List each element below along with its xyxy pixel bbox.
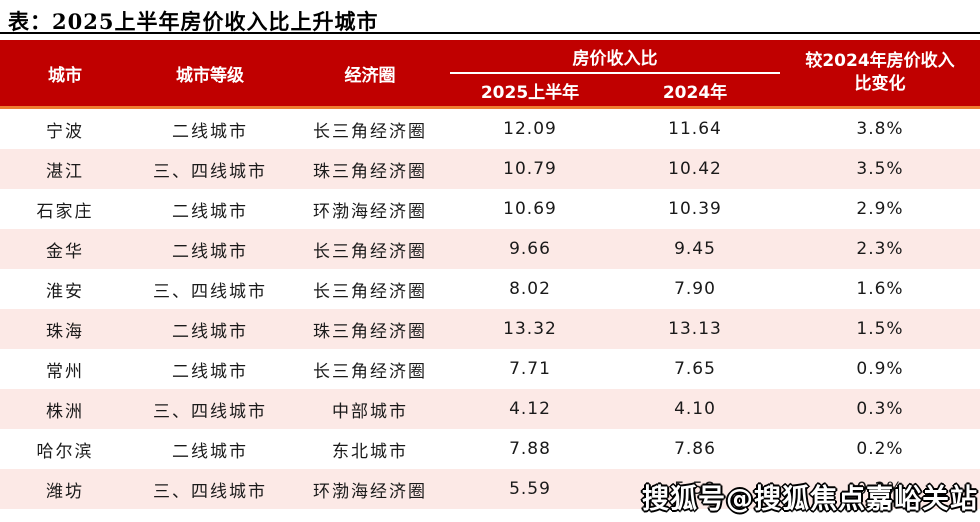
- col-header-circle: 经济圈: [344, 65, 396, 86]
- table-row: 常州 二线城市 长三角经济圈 7.71 7.65 0.9%: [0, 349, 980, 389]
- cell-change: 2.3%: [856, 239, 904, 259]
- ratio-subheaders: 2025上半年 2024年: [450, 74, 780, 106]
- cell-h1-2025: 10.69: [503, 199, 557, 219]
- cell-h1-2025: 7.71: [509, 359, 551, 379]
- cell-tier: 二线城市: [172, 121, 248, 142]
- cell-circle: 长三角经济圈: [313, 361, 427, 382]
- cell-change: 0.2%: [856, 479, 904, 499]
- cell-circle: 珠三角经济圈: [313, 161, 427, 182]
- cell-y2024: 10.42: [668, 159, 722, 179]
- col-header-2024: 2024年: [662, 82, 728, 103]
- cell-city: 金华: [46, 241, 84, 262]
- cell-circle: 长三角经济圈: [313, 241, 427, 262]
- cell-y2024: 10.39: [668, 199, 722, 219]
- col-header-change: 较2024年房价收入 比变化: [780, 40, 980, 106]
- cell-circle: 长三角经济圈: [313, 121, 427, 142]
- cell-change: 3.5%: [856, 159, 904, 179]
- table-row: 金华 二线城市 长三角经济圈 9.66 9.45 2.3%: [0, 229, 980, 269]
- cell-change: 0.9%: [856, 359, 904, 379]
- cell-circle: 环渤海经济圈: [313, 481, 427, 502]
- table-row: 石家庄 二线城市 环渤海经济圈 10.69 10.39 2.9%: [0, 189, 980, 229]
- cell-tier: 二线城市: [172, 441, 248, 462]
- cell-change: 3.8%: [856, 119, 904, 139]
- header-gap: [0, 34, 980, 40]
- cell-tier: 二线城市: [172, 361, 248, 382]
- table-row: 宁波 二线城市 长三角经济圈 12.09 11.64 3.8%: [0, 109, 980, 149]
- table-row: 珠海 二线城市 珠三角经济圈 13.32 13.13 1.5%: [0, 309, 980, 349]
- cell-y2024: 13.13: [668, 319, 722, 339]
- house-price-income-table: 城市 城市等级 经济圈 房价收入比 2025上半年 2024年 较2024年房价…: [0, 40, 980, 509]
- col-header-change-line2: 比变化: [854, 74, 906, 94]
- cell-y2024: 11.64: [668, 119, 722, 139]
- cell-change: 0.2%: [856, 439, 904, 459]
- cell-y2024: 5.58: [674, 479, 716, 499]
- cell-h1-2025: 5.59: [509, 479, 551, 499]
- cell-y2024: 9.45: [674, 239, 716, 259]
- cell-y2024: 7.86: [674, 439, 716, 459]
- cell-change: 2.9%: [856, 199, 904, 219]
- cell-city: 潍坊: [46, 481, 84, 502]
- table-row: 潍坊 三、四线城市 环渤海经济圈 5.59 5.58 0.2%: [0, 469, 980, 509]
- cell-tier: 三、四线城市: [153, 481, 267, 502]
- cell-h1-2025: 8.02: [509, 279, 551, 299]
- table-header: 城市 城市等级 经济圈 房价收入比 2025上半年 2024年 较2024年房价…: [0, 40, 980, 109]
- col-header-2025h1: 2025上半年: [480, 82, 580, 103]
- table-body: 宁波 二线城市 长三角经济圈 12.09 11.64 3.8% 湛江 三、四线城市 珠三角经济圈…: [0, 109, 980, 509]
- cell-city: 淮安: [46, 281, 84, 302]
- cell-y2024: 7.65: [674, 359, 716, 379]
- cell-tier: 三、四线城市: [153, 401, 267, 422]
- cell-h1-2025: 10.79: [503, 159, 557, 179]
- title-divider: [0, 32, 980, 34]
- cell-circle: 环渤海经济圈: [313, 201, 427, 222]
- cell-city: 湛江: [46, 161, 84, 182]
- cell-change: 1.5%: [856, 319, 904, 339]
- cell-city: 宁波: [46, 121, 84, 142]
- cell-city: 石家庄: [36, 201, 94, 222]
- col-header-tier: 城市等级: [176, 65, 244, 86]
- cell-circle: 中部城市: [332, 401, 408, 422]
- cell-city: 哈尔滨: [36, 441, 94, 462]
- cell-city: 常州: [46, 361, 84, 382]
- cell-change: 1.6%: [856, 279, 904, 299]
- table-row: 淮安 三、四线城市 长三角经济圈 8.02 7.90 1.6%: [0, 269, 980, 309]
- cell-h1-2025: 4.12: [509, 399, 551, 419]
- col-header-change-line1: 较2024年房价收入: [805, 51, 955, 72]
- cell-change: 0.3%: [856, 399, 904, 419]
- cell-city: 株洲: [46, 401, 84, 422]
- col-header-ratio-group: 房价收入比: [450, 40, 780, 74]
- cell-y2024: 4.10: [674, 399, 716, 419]
- cell-tier: 三、四线城市: [153, 281, 267, 302]
- cell-y2024: 7.90: [674, 279, 716, 299]
- cell-city: 珠海: [46, 321, 84, 342]
- page-title: 表：2025上半年房价收入比上升城市: [8, 9, 379, 34]
- table-row: 哈尔滨 二线城市 东北城市 7.88 7.86 0.2%: [0, 429, 980, 469]
- col-header-city: 城市: [48, 65, 82, 86]
- cell-tier: 二线城市: [172, 201, 248, 222]
- table-row: 株洲 三、四线城市 中部城市 4.12 4.10 0.3%: [0, 389, 980, 429]
- cell-circle: 珠三角经济圈: [313, 321, 427, 342]
- cell-h1-2025: 13.32: [503, 319, 557, 339]
- cell-circle: 东北城市: [332, 441, 408, 462]
- col-group-ratio: 房价收入比 2025上半年 2024年: [450, 40, 780, 106]
- cell-tier: 三、四线城市: [153, 161, 267, 182]
- cell-h1-2025: 7.88: [509, 439, 551, 459]
- table-row: 湛江 三、四线城市 珠三角经济圈 10.79 10.42 3.5%: [0, 149, 980, 189]
- cell-h1-2025: 12.09: [503, 119, 557, 139]
- cell-h1-2025: 9.66: [509, 239, 551, 259]
- cell-tier: 二线城市: [172, 241, 248, 262]
- page: 表：2025上半年房价收入比上升城市 城市 城市等级 经济圈 房价收入比 202…: [0, 9, 980, 515]
- cell-circle: 长三角经济圈: [313, 281, 427, 302]
- cell-tier: 二线城市: [172, 321, 248, 342]
